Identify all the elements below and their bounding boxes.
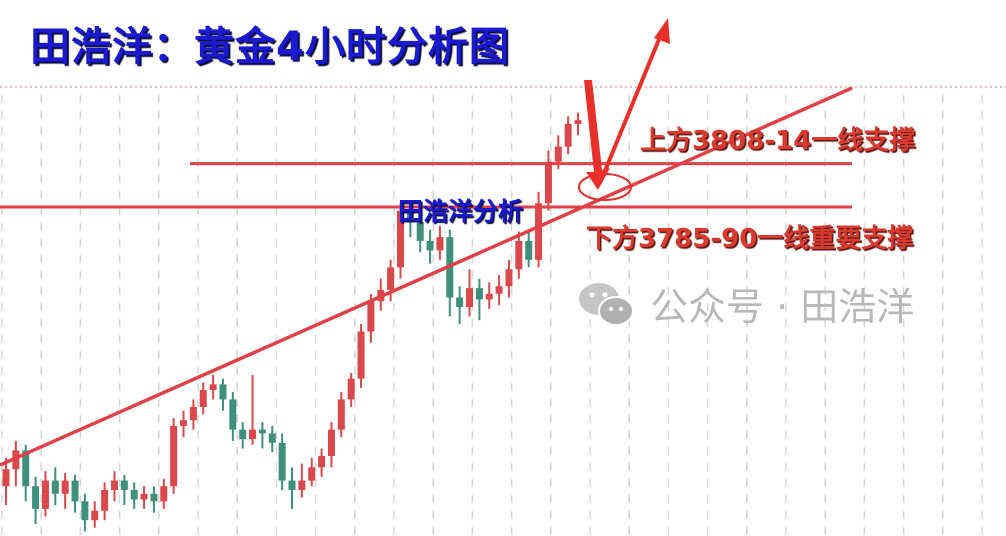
down-arrow	[584, 80, 610, 190]
candle-body	[239, 429, 247, 440]
candle-body	[564, 123, 572, 147]
candle-body	[574, 120, 582, 124]
candle-body	[456, 297, 464, 307]
candle-body	[180, 420, 188, 426]
candle-body	[347, 378, 355, 400]
candle-body	[318, 456, 326, 468]
candle-body	[229, 399, 237, 430]
candle-body	[219, 384, 227, 400]
candle-body	[278, 442, 286, 481]
candle-body	[71, 480, 79, 502]
candle-body	[189, 406, 197, 421]
candle-body	[495, 286, 503, 294]
candle-body	[416, 222, 424, 241]
candle-body	[170, 425, 178, 487]
candle-body	[466, 288, 474, 307]
candle-body	[160, 486, 168, 502]
candle-body	[2, 469, 10, 487]
candle-body	[426, 240, 434, 251]
candle-body	[485, 293, 493, 300]
upper-support-label: 上方3808-14一线支撑	[640, 126, 916, 156]
candle-body	[268, 433, 276, 443]
candle-body	[81, 501, 89, 521]
candle-body	[249, 429, 257, 440]
candle-body	[150, 493, 158, 502]
candle-body	[367, 301, 375, 332]
candle-body	[258, 429, 266, 434]
candle-body	[337, 399, 345, 430]
candle-body	[130, 490, 138, 500]
candle-body	[396, 210, 404, 268]
candle-body	[101, 490, 109, 511]
candle-body	[32, 486, 40, 509]
candle-body	[288, 480, 296, 490]
candle-body	[298, 480, 306, 490]
candle-body	[51, 480, 59, 494]
candle-body	[505, 269, 513, 287]
lower-support-label: 下方3785-90一线重要支撑	[586, 224, 914, 254]
watermark-text: 公众号 · 田浩洋	[650, 285, 915, 329]
candle-body	[140, 493, 148, 500]
chart-title: 田浩洋：黄金4小时分析图	[30, 24, 510, 70]
candle-body	[387, 267, 395, 290]
candle-body	[110, 480, 118, 490]
candle-body	[554, 146, 562, 162]
candle-body	[436, 237, 444, 251]
candle-body	[525, 240, 533, 260]
trend-line	[0, 86, 853, 467]
analyst-tag: 田浩洋分析	[398, 197, 524, 226]
candle-body	[120, 480, 128, 490]
double-arrow-line	[598, 31, 664, 184]
candle-body	[41, 480, 49, 509]
candle-body	[61, 480, 69, 494]
candle-body	[199, 390, 207, 407]
wechat-icon	[576, 279, 636, 329]
candle-body	[475, 288, 483, 300]
candle-body	[209, 384, 217, 390]
candle-body	[515, 240, 523, 270]
candle-body	[357, 331, 365, 379]
candle-body	[327, 429, 335, 457]
candle-body	[308, 467, 316, 481]
candle-body	[544, 161, 552, 204]
candle-body	[535, 203, 543, 260]
candle-body	[22, 450, 30, 487]
candle-body	[406, 210, 414, 223]
up-arrowhead	[654, 18, 670, 44]
watermark: 公众号 · 田浩洋	[576, 276, 914, 331]
candle-body	[91, 510, 99, 521]
